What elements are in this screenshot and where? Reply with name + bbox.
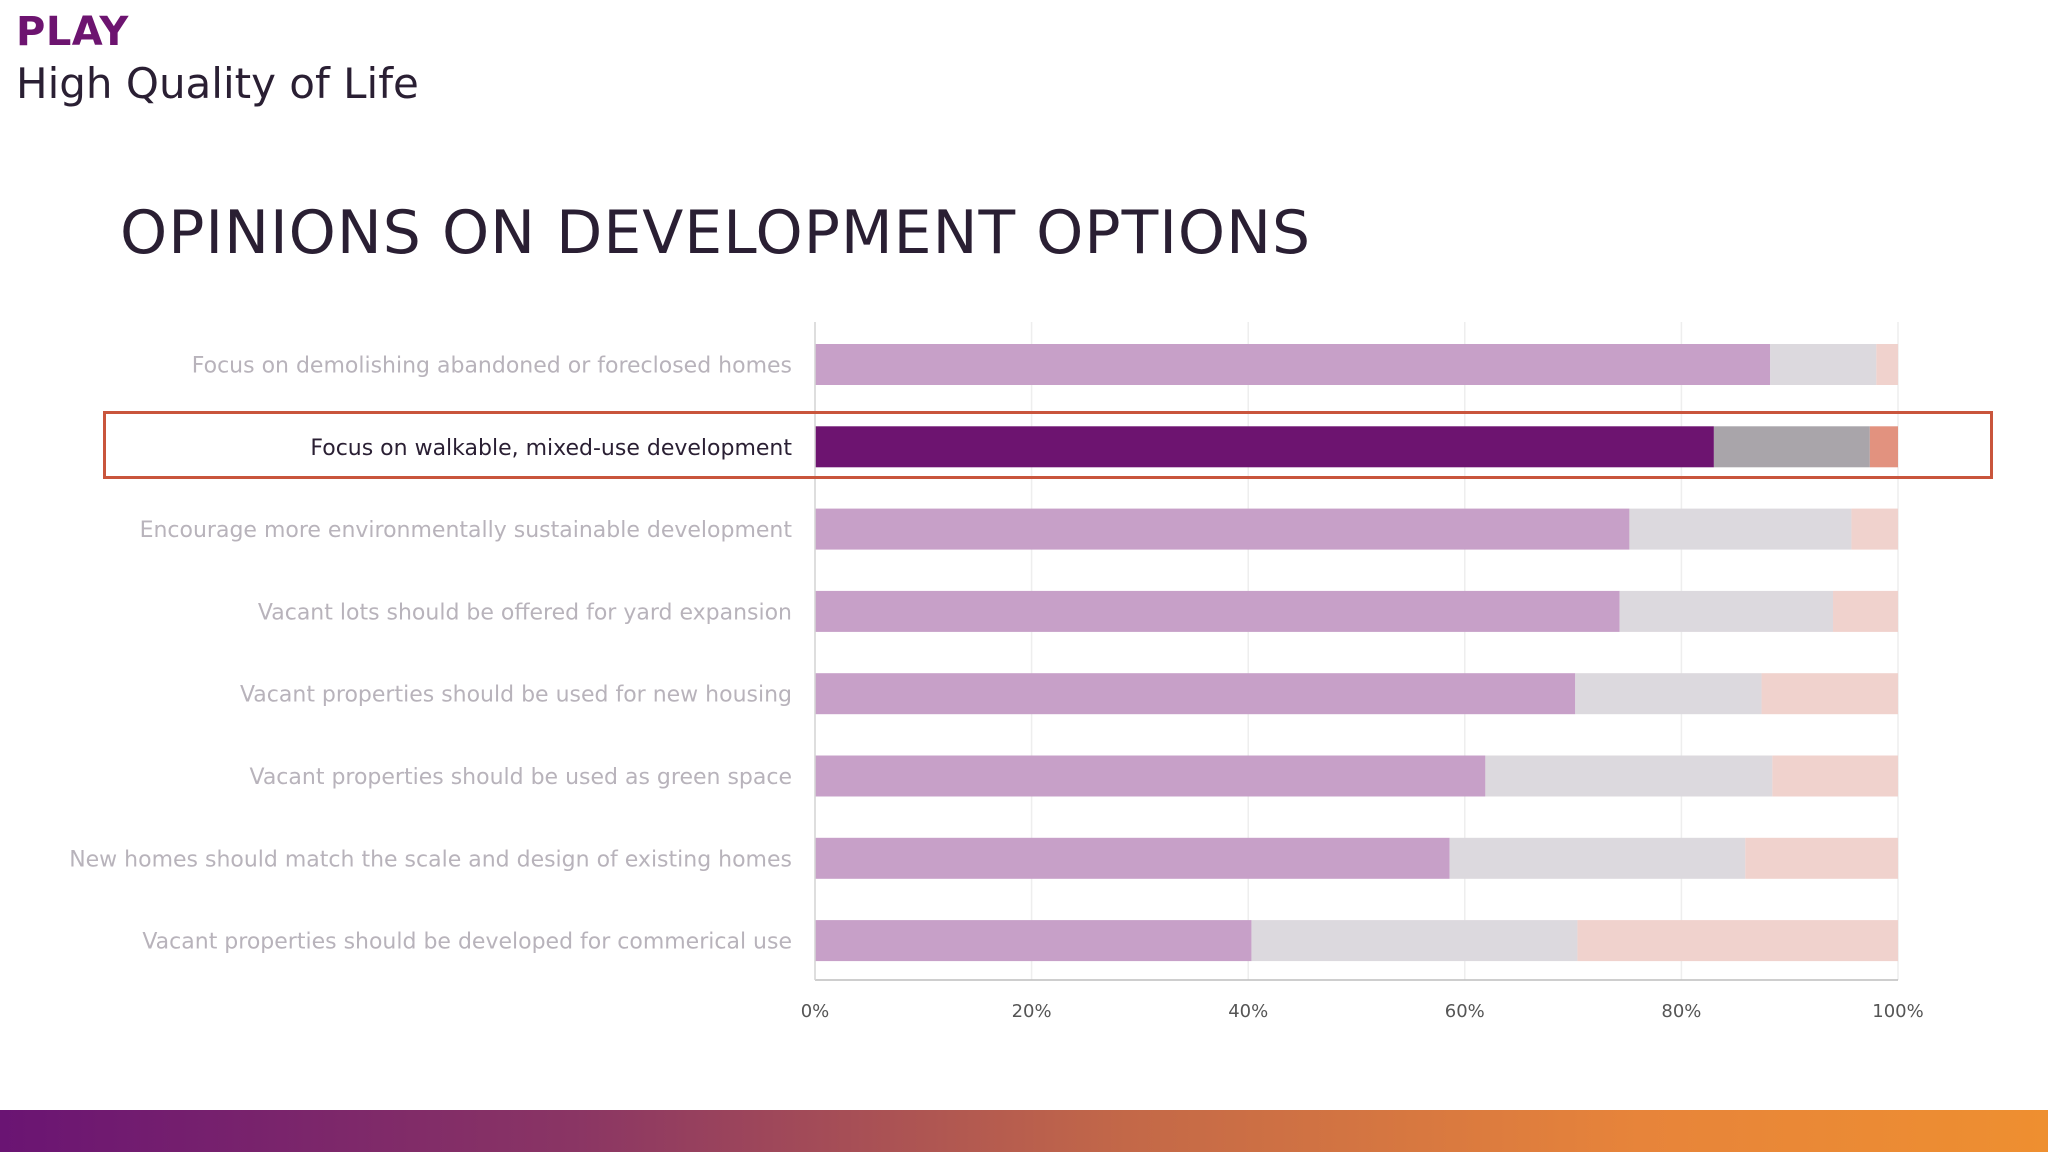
bar-disagree — [1851, 508, 1898, 550]
x-tick-label: 100% — [1872, 1001, 1923, 1022]
category-label: New homes should match the scale and des… — [69, 847, 792, 872]
bar-neutral — [1619, 590, 1834, 632]
bar-agree — [815, 590, 1620, 632]
x-tick-label: 40% — [1228, 1001, 1268, 1022]
bar-neutral — [1251, 920, 1578, 962]
bar-neutral — [1629, 508, 1852, 550]
bar-neutral — [1485, 755, 1773, 797]
x-tick-label: 80% — [1661, 1001, 1701, 1022]
bar-neutral — [1713, 426, 1870, 468]
bar-neutral — [1575, 673, 1762, 715]
x-tick-label: 0% — [801, 1001, 830, 1022]
section-subtitle: High Quality of Life — [16, 59, 419, 108]
bar-disagree — [1869, 426, 1898, 468]
bar-agree — [815, 920, 1252, 962]
x-tick-label: 60% — [1445, 1001, 1485, 1022]
category-label: Vacant properties should be used as gree… — [249, 765, 792, 790]
category-label: Focus on walkable, mixed-use development — [310, 436, 792, 461]
category-label: Vacant properties should be developed fo… — [142, 930, 792, 955]
bar-series — [815, 344, 1898, 962]
bar-disagree — [1772, 755, 1898, 797]
section-tag: PLAY — [16, 9, 129, 55]
bar-disagree — [1876, 344, 1898, 385]
category-labels: Focus on demolishing abandoned or forecl… — [69, 354, 792, 955]
bar-neutral — [1449, 837, 1746, 879]
category-label: Vacant properties should be used for new… — [240, 683, 792, 708]
category-label: Focus on demolishing abandoned or forecl… — [192, 354, 792, 379]
x-tick-label: 20% — [1012, 1001, 1052, 1022]
x-axis: 0% 20% 40% 60% 80% 100% — [801, 322, 1924, 1022]
bar-disagree — [1745, 837, 1898, 879]
highlight-box — [103, 411, 1993, 479]
bar-agree — [815, 344, 1771, 385]
bar-neutral — [1770, 344, 1877, 385]
bar-disagree — [1833, 590, 1898, 632]
category-label: Vacant lots should be offered for yard e… — [258, 600, 792, 625]
category-label: Encourage more environmentally sustainab… — [140, 518, 793, 543]
bar-agree — [815, 673, 1576, 715]
bar-agree — [815, 755, 1486, 797]
slide-title: OPINIONS ON DEVELOPMENT OPTIONS — [120, 198, 1312, 268]
bar-disagree — [1577, 920, 1898, 962]
bar-disagree — [1761, 673, 1898, 715]
bar-agree — [815, 837, 1450, 879]
bottom-gradient-bar — [0, 1110, 2048, 1152]
bar-agree — [815, 508, 1630, 550]
bar-agree — [815, 426, 1714, 468]
